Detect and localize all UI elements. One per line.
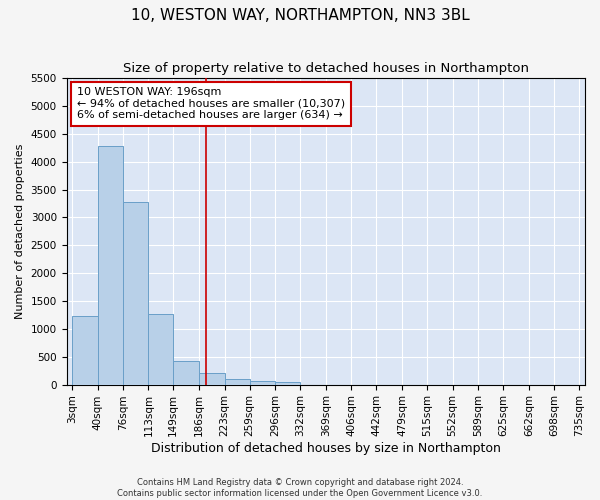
Bar [250, 382, 275, 384]
Bar [98, 146, 122, 384]
Text: Contains HM Land Registry data © Crown copyright and database right 2024.
Contai: Contains HM Land Registry data © Crown c… [118, 478, 482, 498]
Bar [275, 382, 300, 384]
X-axis label: Distribution of detached houses by size in Northampton: Distribution of detached houses by size … [151, 442, 500, 455]
Bar [224, 379, 250, 384]
Text: 10 WESTON WAY: 196sqm
← 94% of detached houses are smaller (10,307)
6% of semi-d: 10 WESTON WAY: 196sqm ← 94% of detached … [77, 88, 345, 120]
Bar [148, 314, 173, 384]
Bar [72, 316, 98, 384]
Bar [122, 202, 148, 384]
Title: Size of property relative to detached houses in Northampton: Size of property relative to detached ho… [123, 62, 529, 76]
Bar [199, 373, 224, 384]
Y-axis label: Number of detached properties: Number of detached properties [15, 144, 25, 319]
Bar [173, 360, 199, 384]
Text: 10, WESTON WAY, NORTHAMPTON, NN3 3BL: 10, WESTON WAY, NORTHAMPTON, NN3 3BL [131, 8, 469, 22]
